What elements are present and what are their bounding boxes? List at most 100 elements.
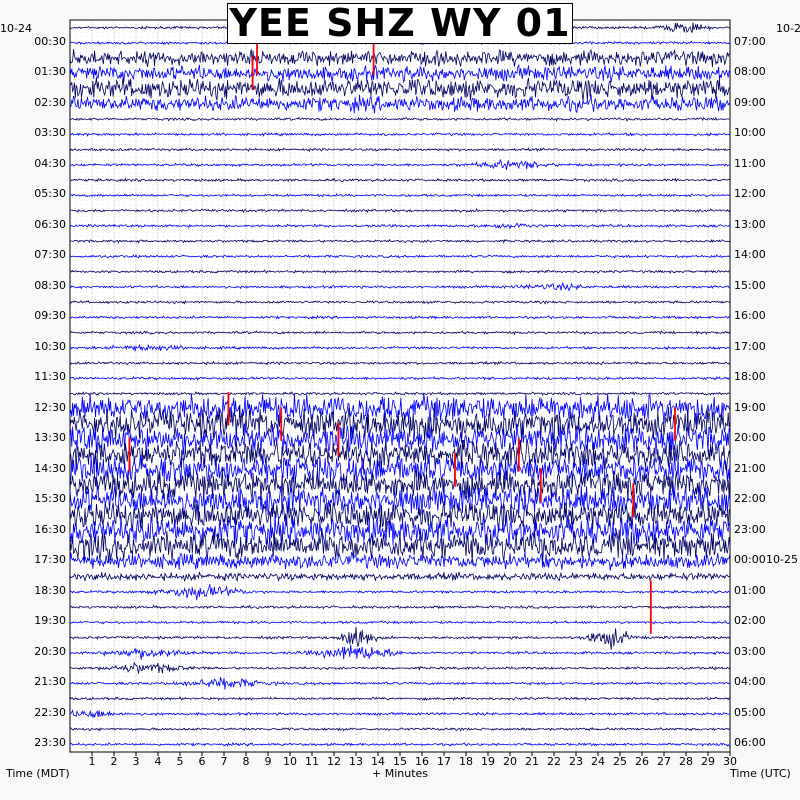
- trace-row-13: [69, 222, 731, 230]
- x-tick-label: 5: [176, 755, 184, 768]
- x-tick-label: 27: [657, 755, 671, 768]
- right-time-label: 01:00: [734, 583, 766, 597]
- left-time-label: 14:30: [34, 461, 66, 475]
- left-time-label: 01:30: [34, 65, 66, 79]
- x-tick-label: 30: [723, 755, 737, 768]
- trace-row-47: [69, 741, 731, 747]
- x-tick-label: 28: [679, 755, 693, 768]
- trace-row-11: [69, 192, 731, 198]
- left-time-label: 18:30: [34, 583, 66, 597]
- x-tick-label: 8: [242, 755, 250, 768]
- x-tick-label: 21: [525, 755, 539, 768]
- left-date-label: 10-24: [0, 22, 32, 35]
- x-tick-label: 16: [415, 755, 429, 768]
- left-time-label: 05:30: [34, 187, 66, 201]
- right-time-label: 21:00: [734, 461, 766, 475]
- left-time-label: 12:30: [34, 400, 66, 414]
- right-time-label: 18:00: [734, 370, 766, 384]
- left-time-label: 17:30: [34, 553, 66, 567]
- left-time-label: 23:30: [34, 736, 66, 750]
- trace-row-9: [69, 158, 731, 171]
- left-axis-label: Time (MDT): [6, 767, 70, 780]
- left-time-label: 00:30: [34, 34, 66, 48]
- x-tick-label: 10: [283, 755, 297, 768]
- trace-row-41: [69, 644, 731, 660]
- x-tick-label: 22: [547, 755, 561, 768]
- x-tick-label: 23: [569, 755, 583, 768]
- x-tick-label: 2: [110, 755, 118, 768]
- right-time-label: 17:00: [734, 339, 766, 353]
- trace-row-4: [69, 77, 731, 102]
- x-tick-label: 26: [635, 755, 649, 768]
- right-time-label: 04:00: [734, 675, 766, 689]
- x-tick-label: 24: [591, 755, 605, 768]
- right-time-label: 22:00: [734, 492, 766, 506]
- trace-row-24: [69, 391, 731, 396]
- trace-row-17: [69, 281, 731, 292]
- left-time-label: 07:30: [34, 248, 66, 262]
- trace-row-7: [69, 132, 731, 137]
- trace-row-27: [69, 421, 731, 457]
- right-time-label: 06:00: [734, 736, 766, 750]
- x-tick-label: 9: [264, 755, 272, 768]
- right-time-label: 02:00: [734, 614, 766, 628]
- trace-row-15: [69, 253, 731, 259]
- trace-row-21: [69, 343, 731, 352]
- right-time-label: 10:00: [734, 126, 766, 140]
- right-time-label: 12:00: [734, 187, 766, 201]
- left-time-label: 08:30: [34, 278, 66, 292]
- left-time-label: 15:30: [34, 492, 66, 506]
- trace-row-45: [69, 709, 731, 718]
- x-tick-label: 14: [371, 755, 385, 768]
- left-time-label: 11:30: [34, 370, 66, 384]
- left-time-label: 20:30: [34, 644, 66, 658]
- left-time-label: 06:30: [34, 217, 66, 231]
- x-tick-label: 19: [481, 755, 495, 768]
- trace-row-40: [69, 626, 731, 650]
- trace-row-46: [69, 727, 731, 732]
- x-axis-label: + Minutes: [371, 767, 429, 780]
- left-time-label: 02:30: [34, 95, 66, 109]
- left-time-label: 04:30: [34, 156, 66, 170]
- trace-row-35: [69, 551, 731, 571]
- right-time-label: 13:00: [734, 217, 766, 231]
- right-time-label: 23:00: [734, 522, 766, 536]
- right-time-label: 00:00: [734, 553, 766, 567]
- trace-row-23: [69, 376, 731, 381]
- trace-row-34: [69, 529, 731, 565]
- x-tick-label: 13: [349, 755, 363, 768]
- x-tick-label: 18: [459, 755, 473, 768]
- x-tick-label: 11: [305, 755, 319, 768]
- right-time-label: 08:00: [734, 65, 766, 79]
- trace-row-38: [69, 604, 731, 610]
- right-time-label: 03:00: [734, 644, 766, 658]
- trace-row-22: [69, 360, 731, 366]
- trace-row-29: [69, 452, 731, 487]
- x-tick-label: 20: [503, 755, 517, 768]
- trace-row-18: [69, 300, 731, 305]
- x-tick-label: 12: [327, 755, 341, 768]
- trace-row-5: [69, 94, 731, 114]
- trace-row-3: [69, 63, 731, 84]
- trace-row-30: [69, 467, 731, 502]
- trace-row-36: [69, 571, 731, 583]
- right-time-label: 15:00: [734, 278, 766, 292]
- trace-row-43: [69, 677, 731, 690]
- trace-row-31: [69, 484, 731, 518]
- x-tick-label: 17: [437, 755, 451, 768]
- trace-row-44: [69, 696, 731, 702]
- trace-row-16: [69, 269, 731, 275]
- x-tick-label: 6: [198, 755, 206, 768]
- left-time-label: 10:30: [34, 339, 66, 353]
- left-time-label: 16:30: [34, 522, 66, 536]
- trace-row-19: [69, 314, 731, 320]
- trace-row-42: [69, 661, 731, 674]
- x-tick-label: 25: [613, 755, 627, 768]
- x-tick-label: 3: [132, 755, 140, 768]
- x-tick-label: 15: [393, 755, 407, 768]
- right-time-label: 16:00: [734, 309, 766, 323]
- left-time-label: 21:30: [34, 675, 66, 689]
- right-time-label: 09:00: [734, 95, 766, 109]
